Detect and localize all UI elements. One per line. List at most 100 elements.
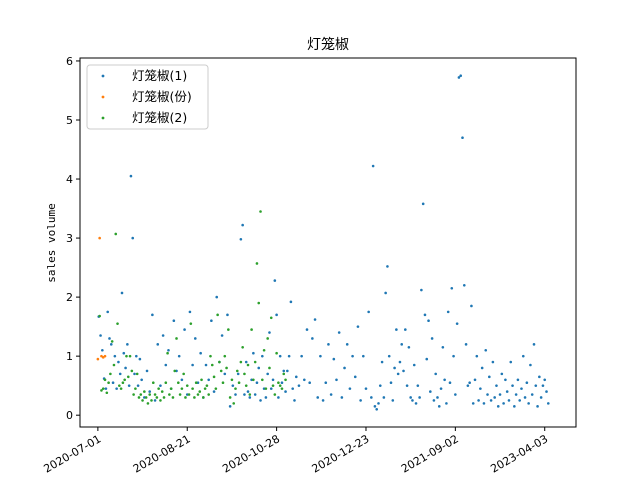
data-point: [387, 354, 391, 358]
series-group: [96, 236, 107, 361]
data-point: [212, 375, 216, 379]
data-point: [239, 237, 243, 241]
data-point: [230, 378, 234, 382]
data-point: [511, 384, 514, 387]
data-point: [459, 74, 463, 78]
data-point: [337, 331, 341, 334]
data-point: [396, 372, 400, 376]
data-point: [450, 286, 454, 290]
data-point: [455, 322, 459, 325]
data-point: [414, 402, 418, 405]
data-point: [131, 236, 135, 240]
data-point: [439, 387, 443, 390]
data-point: [412, 363, 416, 367]
data-point: [187, 393, 191, 396]
data-point: [500, 372, 504, 376]
data-point: [282, 372, 286, 376]
data-point: [523, 396, 527, 399]
data-point: [429, 390, 432, 393]
data-point: [100, 389, 103, 392]
data-point: [138, 357, 142, 361]
data-point: [120, 291, 124, 295]
data-point: [234, 387, 237, 390]
data-point: [266, 372, 269, 376]
data-point: [420, 288, 423, 292]
data-point: [156, 343, 160, 346]
data-point: [529, 363, 532, 367]
data-point: [421, 202, 425, 206]
data-point: [434, 372, 437, 376]
data-point: [264, 396, 268, 399]
data-point: [167, 348, 170, 352]
data-point: [284, 390, 287, 393]
data-point: [380, 360, 384, 364]
data-point: [391, 399, 395, 402]
data-point: [475, 354, 479, 358]
data-point: [216, 313, 219, 317]
data-point: [538, 375, 541, 379]
legend-label: 灯笼椒(2): [132, 110, 187, 125]
data-point: [110, 340, 114, 343]
data-point: [135, 372, 139, 376]
data-point: [316, 396, 320, 399]
data-point: [275, 351, 278, 355]
data-point: [141, 399, 144, 402]
data-point: [139, 393, 143, 396]
data-point: [244, 360, 248, 364]
data-point: [441, 345, 445, 349]
data-point: [231, 384, 235, 387]
data-point: [153, 399, 157, 402]
data-point: [248, 393, 252, 396]
data-point: [202, 396, 205, 399]
data-point: [498, 393, 502, 396]
data-point: [127, 384, 131, 387]
data-point: [113, 354, 117, 358]
data-point: [160, 390, 164, 393]
data-point: [232, 402, 236, 405]
data-point: [159, 384, 162, 387]
data-point: [404, 328, 407, 331]
data-point: [541, 384, 545, 387]
data-point: [117, 360, 120, 364]
data-point: [432, 399, 436, 402]
data-point: [527, 402, 530, 405]
data-point: [409, 396, 412, 399]
data-point: [525, 381, 529, 385]
data-point: [530, 393, 534, 396]
data-point: [473, 378, 477, 382]
data-point: [210, 319, 213, 323]
data-point: [204, 363, 208, 367]
data-point: [532, 343, 536, 346]
data-point: [212, 390, 216, 393]
data-point: [436, 396, 439, 399]
data-point: [393, 366, 396, 370]
data-point: [161, 334, 165, 337]
data-point: [193, 337, 197, 340]
y-tick-label: 6: [66, 55, 73, 68]
data-point: [278, 384, 282, 387]
data-point: [282, 369, 286, 373]
data-point: [111, 381, 115, 385]
data-point: [145, 369, 149, 373]
data-point: [405, 384, 409, 387]
data-point: [277, 381, 280, 385]
data-point: [280, 381, 284, 385]
data-point: [252, 351, 255, 355]
data-point: [252, 378, 255, 382]
data-point: [505, 390, 509, 393]
data-point: [479, 387, 482, 390]
data-point: [178, 393, 182, 396]
data-point: [106, 310, 110, 314]
data-point: [221, 381, 225, 385]
data-point: [123, 378, 126, 382]
data-point: [384, 291, 387, 295]
data-point: [126, 375, 130, 379]
data-point: [104, 387, 108, 390]
data-point: [520, 387, 523, 390]
data-point: [98, 236, 101, 240]
data-point: [237, 381, 241, 385]
data-point: [268, 331, 271, 334]
y-axis-label: sales volume: [45, 203, 58, 282]
data-point: [255, 381, 259, 385]
data-point: [543, 378, 547, 382]
